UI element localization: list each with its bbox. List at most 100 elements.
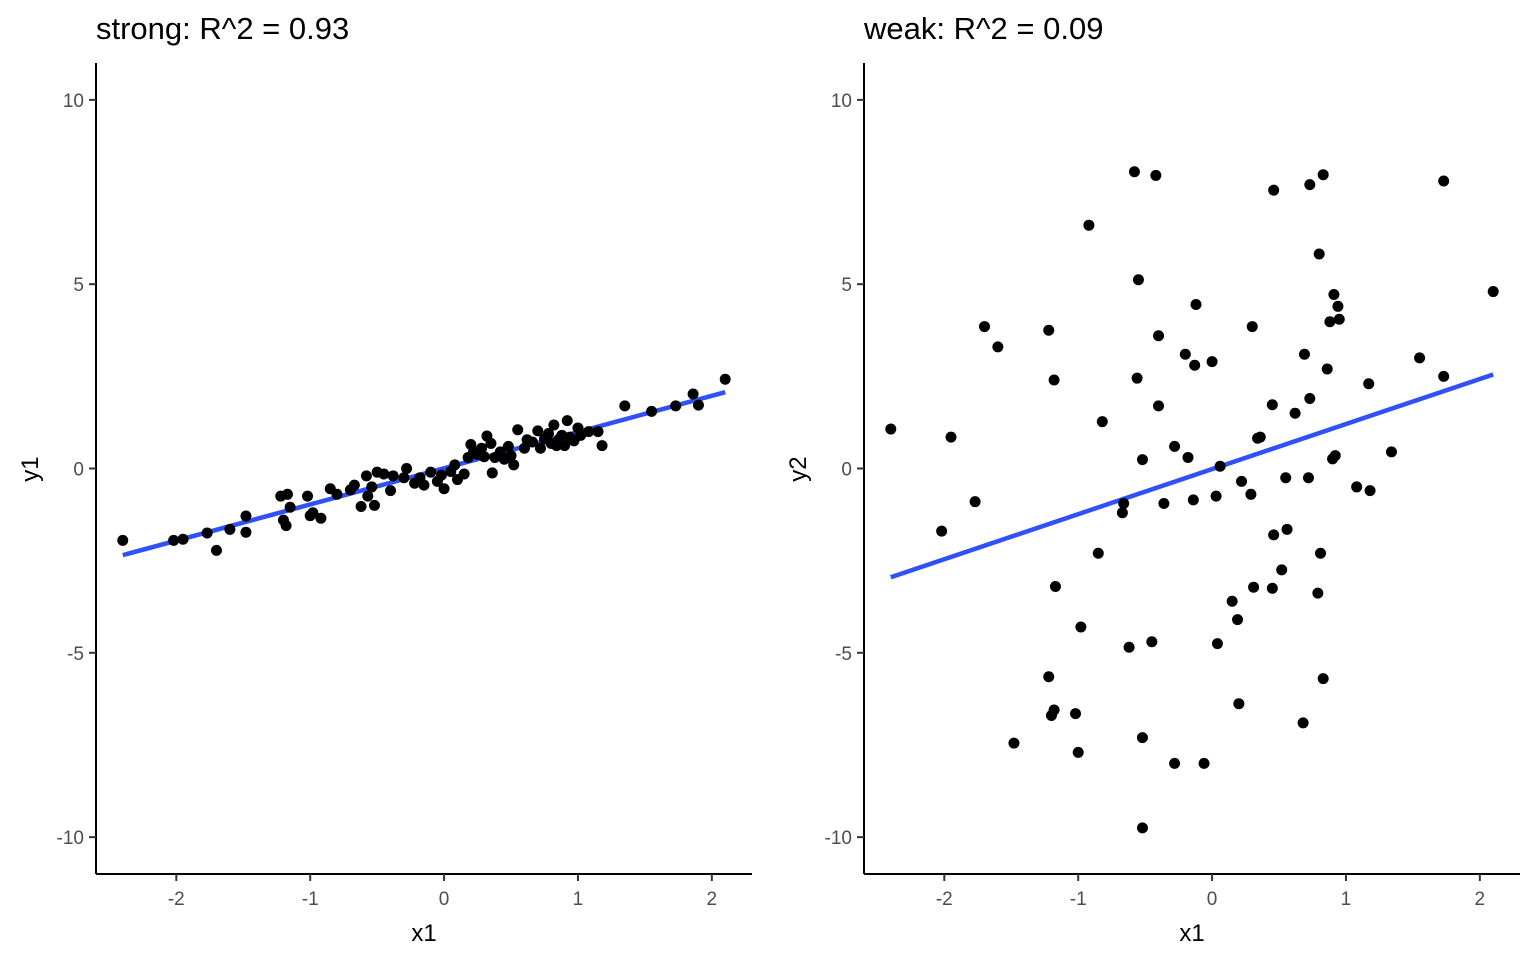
scatter-point — [368, 499, 380, 511]
scatter-point — [512, 424, 524, 436]
scatter-point — [168, 534, 180, 546]
scatter-point — [486, 467, 498, 479]
scatter-point — [692, 399, 704, 411]
scatter-point — [592, 426, 604, 438]
scatter-point — [1048, 374, 1060, 386]
scatter-point — [1364, 485, 1376, 497]
y-tick-label: 0 — [841, 460, 852, 481]
scatter-point — [1206, 356, 1218, 368]
scatter-point — [1150, 169, 1162, 181]
y-tick-label: -10 — [57, 828, 84, 849]
regression-line — [890, 372, 1494, 580]
scatter-point — [1281, 523, 1293, 535]
scatter-point — [284, 501, 296, 513]
scatter-point — [1266, 399, 1278, 411]
scatter-point — [1187, 494, 1199, 506]
scatter-point — [1070, 708, 1082, 720]
scatter-point — [1298, 348, 1310, 360]
scatter-point — [596, 440, 608, 452]
scatter-point — [378, 468, 390, 480]
points-weak — [885, 166, 1499, 834]
scatter-point — [1131, 372, 1143, 384]
scatter-point — [619, 400, 631, 412]
y-tick-label: -10 — [825, 828, 852, 849]
scatter-point — [1302, 472, 1314, 484]
y-tick-label: 10 — [831, 91, 852, 112]
scatter-point — [1072, 746, 1084, 758]
scatter-point — [1210, 490, 1222, 502]
scatter-point — [1312, 587, 1324, 599]
scatter-point — [355, 500, 367, 512]
scatter-point — [210, 544, 222, 556]
scatter-point — [1169, 440, 1181, 452]
scatter-point — [1268, 184, 1280, 196]
scatter-point — [281, 488, 293, 500]
x-tick-label: 0 — [1207, 889, 1218, 910]
scatter-point — [1297, 717, 1309, 729]
scatter-point — [1128, 166, 1140, 178]
scatter-point — [315, 512, 327, 524]
scatter-point — [978, 321, 990, 333]
scatter-point — [1266, 582, 1278, 594]
scatter-point — [360, 470, 372, 482]
scatter-point — [366, 481, 378, 493]
scatter-point — [387, 470, 399, 482]
scatter-point — [936, 525, 948, 537]
scatter-point — [1043, 324, 1055, 336]
scatter-point — [476, 442, 488, 454]
x-tick-label: 2 — [1475, 889, 1486, 910]
scatter-point — [1179, 348, 1191, 360]
scatter-point — [1329, 450, 1341, 462]
points-strong — [117, 373, 731, 556]
scatter-point — [1226, 595, 1238, 607]
scatter-point — [1236, 475, 1248, 487]
scatter-point — [532, 425, 544, 437]
y-axis-title-strong: y1 — [17, 456, 44, 481]
scatter-point — [1438, 370, 1450, 382]
scatter-point — [505, 450, 517, 462]
scatter-point — [1438, 175, 1450, 187]
y-tick-label: -5 — [835, 644, 852, 665]
scatter-point — [1332, 300, 1344, 312]
scatter-point — [425, 466, 437, 478]
scatter-point — [1363, 378, 1375, 390]
scatter-point — [1351, 481, 1363, 493]
scatter-point — [385, 485, 397, 497]
scatter-point — [526, 436, 538, 448]
scatter-point — [518, 442, 530, 454]
scatter-point — [561, 415, 573, 427]
scatter-point — [1289, 407, 1301, 419]
scatter-point — [1043, 671, 1055, 683]
scatter-point — [1075, 621, 1087, 633]
scatter-point — [401, 463, 413, 474]
y-tick-label: 5 — [841, 275, 852, 296]
scatter-point — [1182, 451, 1194, 463]
scatter-point — [478, 451, 490, 463]
scatter-point — [543, 427, 555, 439]
scatter-point — [1146, 636, 1158, 648]
scatter-point — [1333, 313, 1345, 325]
scatter-point — [502, 440, 514, 452]
scatter-point — [240, 526, 252, 538]
scatter-point — [485, 437, 497, 449]
scatter-point — [348, 479, 360, 491]
scatter-point — [201, 527, 213, 539]
scatter-point — [559, 440, 571, 452]
scatter-point — [1118, 498, 1130, 510]
scatter-point — [1487, 286, 1499, 298]
scatter-point — [1158, 498, 1170, 510]
scatter-point — [1232, 614, 1244, 626]
scatter-point — [1083, 219, 1095, 231]
scatter-point — [1233, 698, 1245, 710]
scatter-point — [1317, 673, 1329, 685]
scatter-point — [945, 431, 957, 443]
scatter-point — [1248, 581, 1260, 593]
y-tick-label: -5 — [67, 644, 84, 665]
scatter-point — [1132, 274, 1144, 286]
scatter-point — [1169, 757, 1181, 769]
scatter-point — [1254, 431, 1266, 443]
fit-line-strong — [122, 390, 726, 558]
